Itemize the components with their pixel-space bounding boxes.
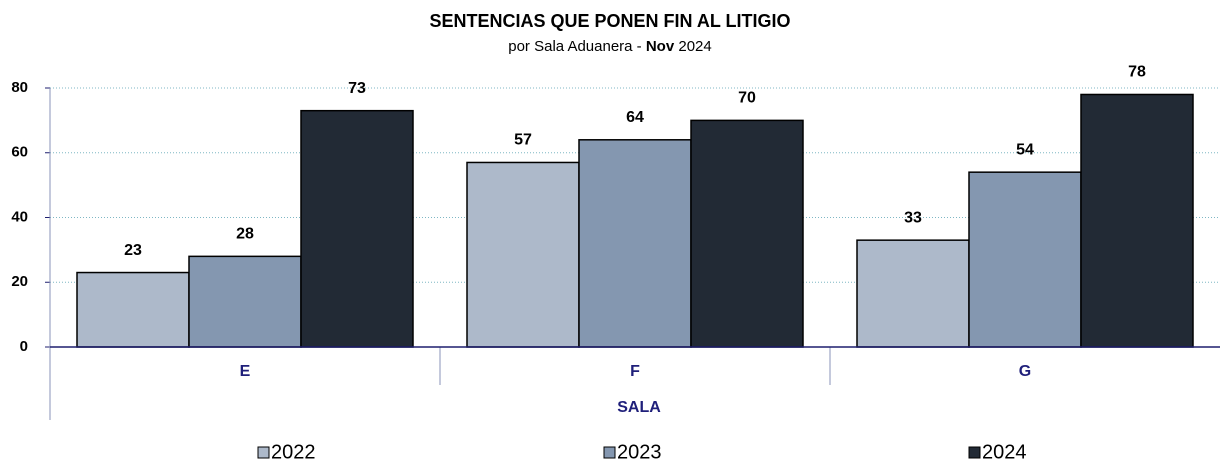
bar <box>968 171 1082 348</box>
y-tick-label: 0 <box>20 338 28 355</box>
legend-label: 2024 <box>982 441 1027 463</box>
x-tick-label: F <box>630 363 640 380</box>
y-tick-label: 80 <box>11 79 28 96</box>
data-label: 70 <box>738 90 756 107</box>
bar <box>466 161 580 348</box>
y-tick-label: 60 <box>11 144 28 161</box>
legend-swatch <box>257 446 270 459</box>
bar <box>300 109 414 348</box>
subtitle-part: Nov <box>646 38 675 55</box>
bar <box>578 139 692 348</box>
x-tick-label: G <box>1019 363 1031 380</box>
data-label: 28 <box>236 226 254 243</box>
data-label: 64 <box>626 109 644 126</box>
bar <box>856 239 970 348</box>
y-tick-label: 20 <box>11 273 28 290</box>
x-axis-label: SALA <box>617 399 661 416</box>
data-label: 73 <box>348 80 366 97</box>
bar <box>690 119 804 348</box>
x-tick-label: E <box>240 363 251 380</box>
y-tick-label: 40 <box>11 208 28 225</box>
data-label: 54 <box>1016 141 1034 158</box>
data-label: 23 <box>124 242 142 259</box>
chart-subtitle: por Sala Aduanera - Nov 2024 <box>508 38 711 55</box>
bar <box>188 255 302 348</box>
data-label: 33 <box>904 209 922 226</box>
legend-label: 2023 <box>617 441 662 463</box>
bar <box>1080 93 1194 348</box>
bar <box>76 271 190 348</box>
chart-title: SENTENCIAS QUE PONEN FIN AL LITIGIO <box>429 11 790 31</box>
data-label: 57 <box>514 132 532 149</box>
data-label: 78 <box>1128 64 1146 81</box>
legend-swatch <box>968 446 981 459</box>
legend-label: 2022 <box>271 441 316 463</box>
legend-swatch <box>603 446 616 459</box>
subtitle-part: 2024 <box>674 38 712 55</box>
subtitle-part: por Sala Aduanera - <box>508 38 646 55</box>
